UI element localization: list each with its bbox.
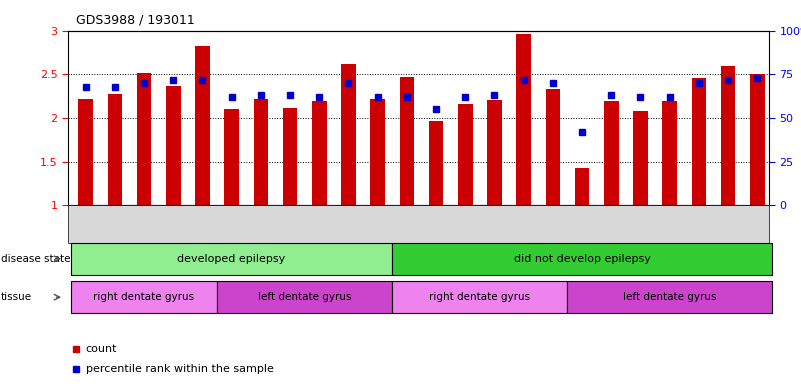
Bar bbox=[458, 104, 473, 205]
Bar bbox=[604, 101, 618, 205]
Text: left dentate gyrus: left dentate gyrus bbox=[258, 292, 352, 302]
Bar bbox=[545, 89, 560, 205]
Text: left dentate gyrus: left dentate gyrus bbox=[623, 292, 716, 302]
Bar bbox=[517, 34, 531, 205]
Bar bbox=[400, 77, 414, 205]
Text: count: count bbox=[86, 344, 117, 354]
Bar bbox=[341, 64, 356, 205]
Bar bbox=[283, 108, 297, 205]
Text: percentile rank within the sample: percentile rank within the sample bbox=[86, 364, 274, 374]
Text: right dentate gyrus: right dentate gyrus bbox=[94, 292, 195, 302]
Text: tissue: tissue bbox=[1, 292, 32, 302]
Bar bbox=[633, 111, 648, 205]
Bar bbox=[487, 100, 501, 205]
Text: developed epilepsy: developed epilepsy bbox=[178, 254, 286, 264]
Bar bbox=[429, 121, 443, 205]
Bar bbox=[166, 86, 180, 205]
Bar bbox=[750, 73, 765, 205]
Bar bbox=[195, 46, 210, 205]
Bar bbox=[691, 78, 706, 205]
Text: GDS3988 / 193011: GDS3988 / 193011 bbox=[76, 14, 195, 27]
Bar bbox=[137, 73, 151, 205]
Bar bbox=[721, 66, 735, 205]
Text: disease state: disease state bbox=[1, 254, 70, 264]
Bar bbox=[254, 99, 268, 205]
Text: did not develop epilepsy: did not develop epilepsy bbox=[513, 254, 650, 264]
Bar bbox=[224, 109, 239, 205]
Bar bbox=[370, 99, 385, 205]
Bar bbox=[107, 94, 122, 205]
Bar bbox=[312, 101, 327, 205]
Bar bbox=[575, 168, 590, 205]
Bar bbox=[78, 99, 93, 205]
Bar bbox=[662, 101, 677, 205]
Text: right dentate gyrus: right dentate gyrus bbox=[429, 292, 530, 302]
